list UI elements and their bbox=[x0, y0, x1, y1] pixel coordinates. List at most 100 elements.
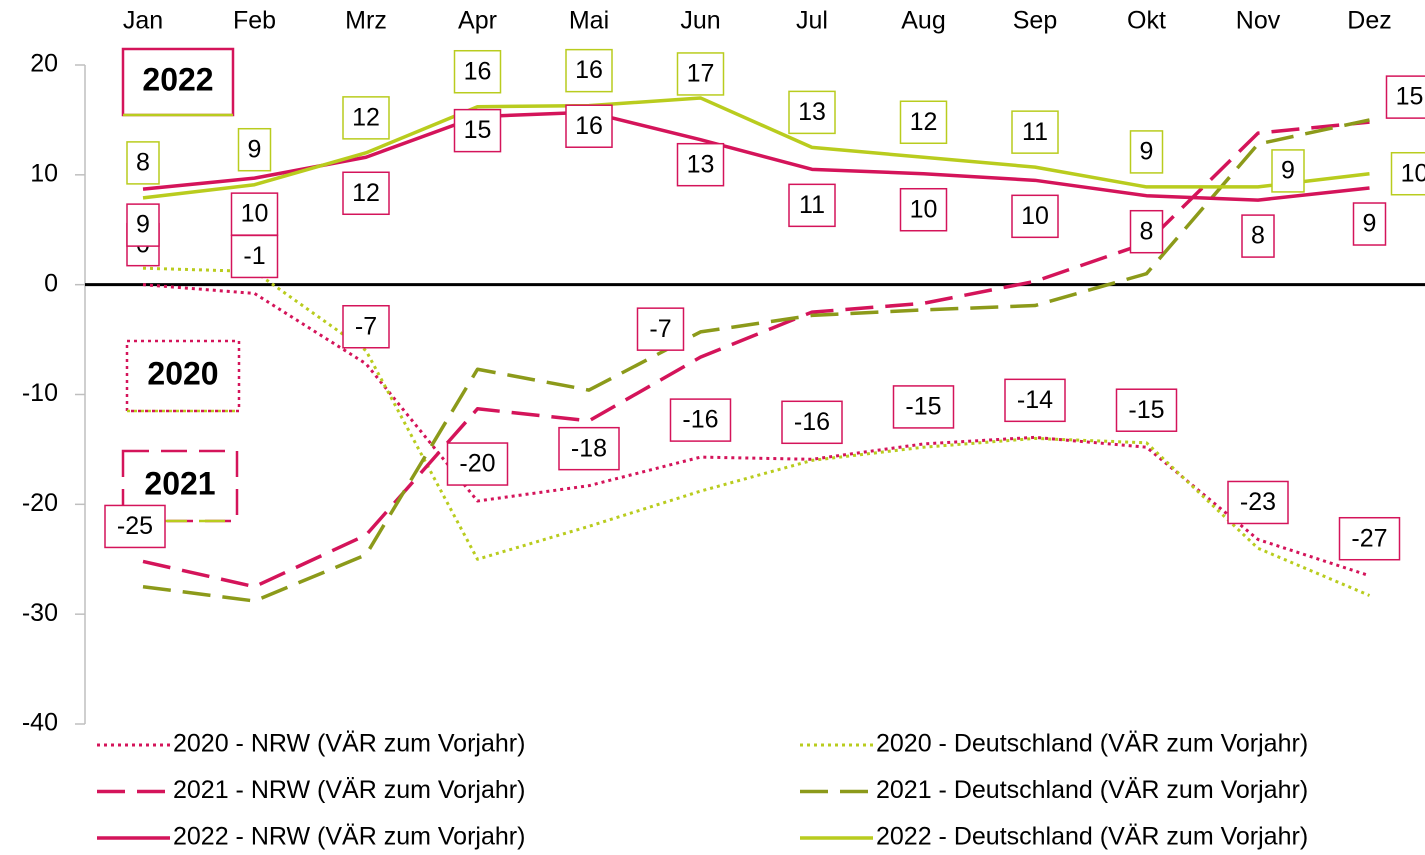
x-tick-label: Jan bbox=[123, 7, 163, 35]
data-label: 11 bbox=[788, 183, 836, 228]
data-label: -23 bbox=[1227, 480, 1289, 525]
data-label-box bbox=[342, 96, 390, 140]
x-tick-label: Okt bbox=[1127, 7, 1166, 35]
data-label-text: 13 bbox=[687, 150, 715, 178]
data-label-text: 8 bbox=[1251, 222, 1265, 250]
data-label-text: 8 bbox=[1140, 217, 1154, 245]
legend-label: 2020 - Deutschland (VÄR zum Vorjahr) bbox=[876, 730, 1308, 758]
data-label-box bbox=[1115, 388, 1178, 432]
data-label-text: 16 bbox=[464, 57, 492, 85]
x-tick-label: Nov bbox=[1236, 7, 1281, 35]
data-label: 16 bbox=[565, 104, 613, 148]
data-label-text: 9 bbox=[1363, 210, 1377, 238]
y-tick-label: 20 bbox=[30, 50, 58, 78]
data-label-box bbox=[676, 52, 725, 96]
data-label-box bbox=[636, 307, 685, 351]
data-label-text: -23 bbox=[1240, 488, 1276, 516]
legend-label: 2021 - NRW (VÄR zum Vorjahr) bbox=[173, 776, 525, 804]
data-label-box bbox=[342, 171, 390, 216]
data-label-text: 11 bbox=[1022, 118, 1048, 146]
data-label-box bbox=[1352, 202, 1387, 246]
data-label-box bbox=[781, 400, 843, 445]
data-label: 9 bbox=[1352, 202, 1387, 246]
data-label-text: 10 bbox=[1401, 159, 1425, 187]
series-line bbox=[142, 96, 1370, 200]
data-label: 10 bbox=[899, 187, 948, 232]
data-label-text: 12 bbox=[910, 108, 938, 136]
annotation: 2020 bbox=[147, 355, 218, 391]
data-label: 9 bbox=[126, 203, 160, 247]
data-label: 8 bbox=[126, 141, 160, 185]
data-label-text: -18 bbox=[571, 434, 607, 462]
annotation: 2022 bbox=[142, 61, 213, 97]
data-label: 10 bbox=[1011, 194, 1059, 239]
data-label-text: 12 bbox=[352, 103, 380, 131]
legend-label: 2022 - Deutschland (VÄR zum Vorjahr) bbox=[876, 823, 1308, 851]
data-label-text: 8 bbox=[136, 149, 150, 177]
data-label-text: 17 bbox=[687, 60, 715, 88]
series-line bbox=[142, 118, 1370, 603]
data-label-box bbox=[558, 426, 620, 471]
data-label: 9 bbox=[1129, 130, 1164, 174]
series-line bbox=[142, 283, 1370, 578]
legend-label: 2022 - NRW (VÄR zum Vorjahr) bbox=[173, 823, 525, 851]
data-label: -20 bbox=[446, 442, 509, 486]
data-label-text: 10 bbox=[910, 195, 938, 223]
data-label-box bbox=[1004, 378, 1066, 423]
data-label-box bbox=[1129, 130, 1164, 174]
data-label: 13 bbox=[676, 142, 725, 187]
x-tick-label: Apr bbox=[458, 7, 497, 35]
data-label-box bbox=[126, 141, 160, 185]
data-label-text: -27 bbox=[1351, 524, 1387, 552]
data-label-box bbox=[1338, 516, 1401, 561]
data-label-box bbox=[788, 90, 836, 135]
data-label: 8 bbox=[1129, 209, 1164, 254]
data-label: 17 bbox=[676, 52, 725, 96]
series-line bbox=[142, 266, 1371, 597]
data-label-box bbox=[1271, 149, 1305, 193]
legend-label: 2021 - Deutschland (VÄR zum Vorjahr) bbox=[876, 776, 1308, 804]
data-label-box bbox=[230, 192, 279, 236]
x-tick-label: Jun bbox=[680, 7, 720, 35]
x-tick-label: Aug bbox=[901, 7, 945, 35]
data-label-box bbox=[104, 504, 166, 549]
data-label-text: -1 bbox=[243, 242, 265, 270]
data-label: 12 bbox=[899, 100, 948, 145]
data-label: 16 bbox=[565, 48, 613, 93]
data-label-box bbox=[899, 187, 948, 232]
data-label: -7 bbox=[636, 307, 685, 351]
data-label-box bbox=[899, 100, 948, 145]
data-label-text: 9 bbox=[248, 135, 262, 163]
series-line bbox=[142, 110, 1370, 202]
data-label-text: -16 bbox=[682, 406, 718, 434]
data-label-box bbox=[1390, 151, 1425, 196]
data-label: 9 bbox=[1271, 149, 1305, 193]
data-label-box bbox=[892, 385, 955, 429]
y-tick-label: -30 bbox=[22, 599, 58, 627]
data-label-text: 9 bbox=[1140, 138, 1154, 166]
data-label-text: -16 bbox=[794, 408, 830, 436]
data-label-box bbox=[453, 49, 502, 94]
data-label-box bbox=[676, 142, 725, 187]
x-tick-label: Jul bbox=[796, 7, 828, 35]
data-label-box bbox=[342, 304, 390, 349]
data-label-text: 9 bbox=[136, 211, 150, 239]
data-label: -15 bbox=[892, 385, 955, 429]
data-label-text: 10 bbox=[241, 200, 269, 228]
data-label-text: -7 bbox=[355, 312, 377, 340]
data-label: -1 bbox=[230, 234, 279, 279]
data-label-box bbox=[126, 203, 160, 247]
data-label: -25 bbox=[104, 504, 166, 549]
y-tick-label: -40 bbox=[22, 709, 58, 737]
x-tick-label: Feb bbox=[233, 7, 276, 35]
data-label: 9 bbox=[237, 127, 272, 172]
x-tick-label: Mrz bbox=[345, 7, 387, 35]
data-label: -18 bbox=[558, 426, 620, 471]
data-label-text: 10 bbox=[1021, 202, 1049, 230]
data-label-box bbox=[453, 108, 502, 153]
data-label-text: -7 bbox=[649, 315, 671, 343]
data-label: 8 bbox=[1241, 214, 1275, 258]
data-label-text: 11 bbox=[799, 191, 825, 219]
series-line bbox=[142, 120, 1370, 589]
data-label: 10 bbox=[1390, 151, 1425, 196]
